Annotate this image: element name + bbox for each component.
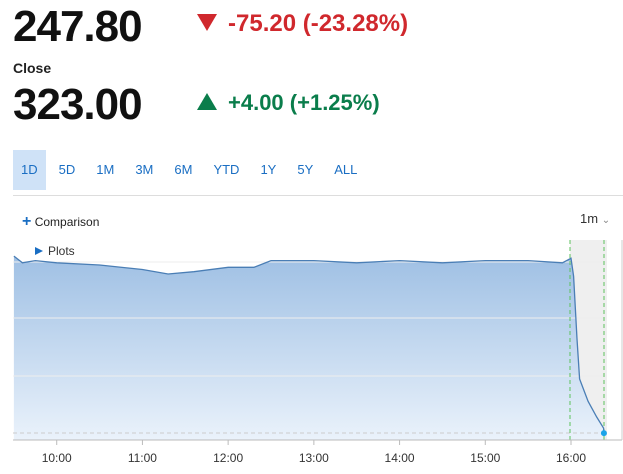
x-tick-label: 14:00 [385,451,415,465]
separator [13,195,623,196]
line [13,255,605,434]
range-tab[interactable]: 1M [96,162,115,177]
range-tab[interactable]: YTD [213,162,240,177]
close-price: 323.00 [13,80,143,129]
down-arrow [197,14,217,31]
area [13,256,604,440]
range-tab[interactable]: 1Y [260,162,277,177]
up-arrow [197,93,217,110]
range-tab[interactable]: 6M [174,162,193,177]
comparison-label: Comparison [34,215,100,229]
range-tab[interactable]: 5Y [297,162,314,177]
plots-arrow [35,247,43,255]
comparison-button[interactable]: + Comparison [22,213,100,230]
last-point [600,430,607,437]
x-tick-label: 11:00 [128,451,157,465]
range-tab[interactable]: 1D [13,150,46,190]
price-change: -75.20 (-23.28%) [228,10,409,37]
last-price: 247.80 [13,2,143,51]
range-tab[interactable]: 5D [58,162,76,177]
x-tick-label: 13:00 [299,451,329,465]
x-tick-label: 10:00 [42,451,72,465]
range-tab[interactable]: 3M [135,162,154,177]
interval-select[interactable]: 1m ⌄ [580,211,611,226]
x-tick-label: 16:00 [556,451,586,465]
plots-label[interactable]: Plots [48,244,75,258]
range-tab[interactable]: ALL [334,162,358,177]
range-tabs: 1D 5D 1M 3M 6M YTD 1Y 5Y ALL [13,150,370,190]
close-change: +4.00 (+1.25%) [228,90,380,115]
x-tick-label: 15:00 [470,451,500,465]
close-label: Close [13,60,52,76]
x-tick-label: 12:00 [213,451,243,465]
interval-label: 1m [580,211,599,226]
